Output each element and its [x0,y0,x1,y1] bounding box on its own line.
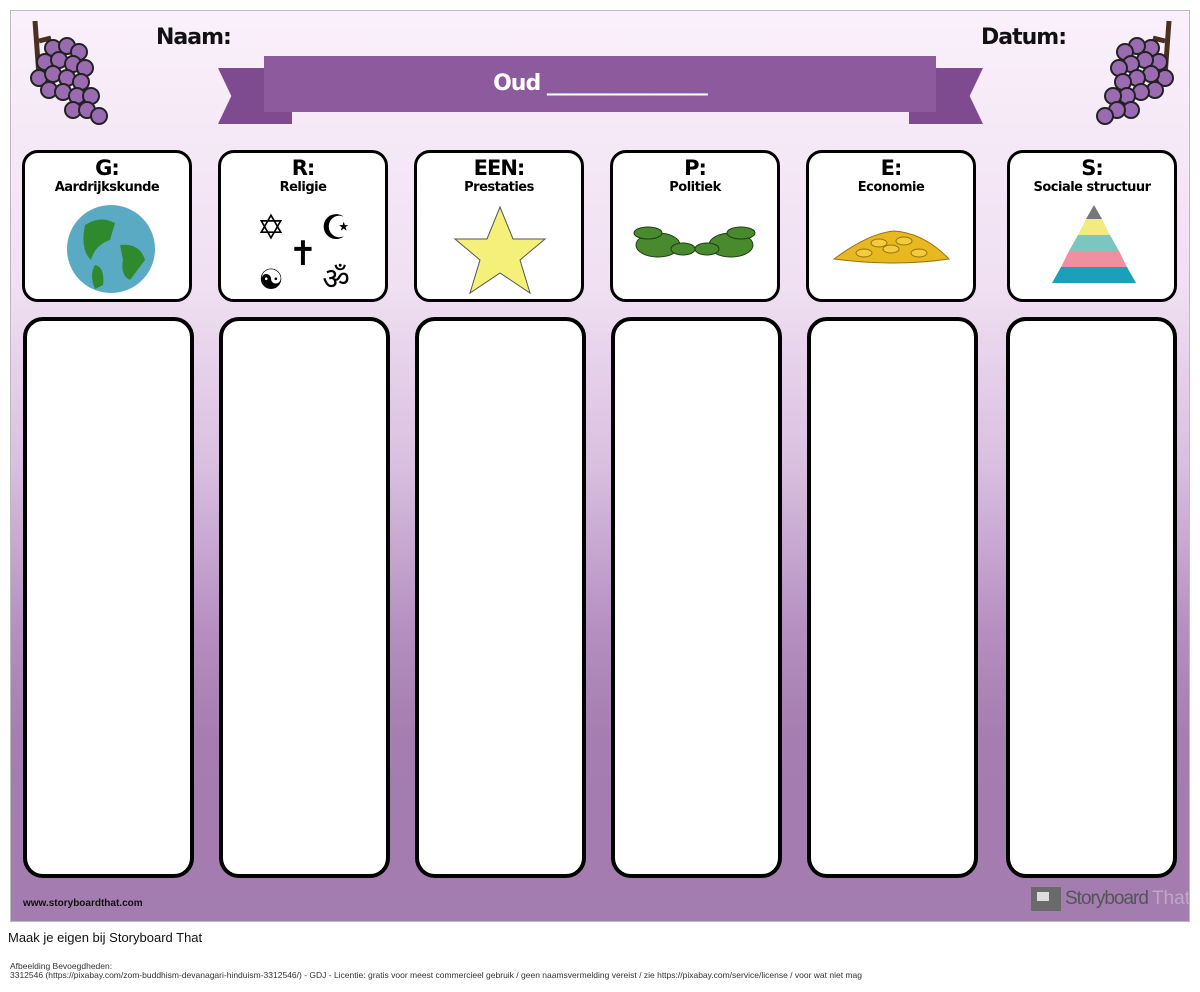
grapes-icon [1096,20,1174,125]
writing-box-economy[interactable] [807,317,978,878]
category-letter: S: [1081,156,1104,180]
name-label: Naam: [156,25,232,50]
category-geography: G: Aardrijkskunde [22,150,192,302]
attribution-text: 3312546 (https://pixabay.com/zom-buddhis… [10,970,862,980]
svg-text:ॐ: ॐ [322,262,349,297]
attribution-heading: Afbeelding Bevoegdheden: [10,961,113,971]
writing-box-politics[interactable] [611,317,782,878]
logo-text-that: That [1151,888,1190,909]
category-achievements: EEN: Prestaties [414,150,584,302]
category-religion: R: Religie ✡ ✝ ☪ ☯ ॐ [218,150,388,302]
category-title: Prestaties [464,180,534,195]
category-letter: G: [95,156,120,180]
gold-coins-icon [832,230,951,264]
category-politics: P: Politiek [610,150,780,302]
writing-box-religion[interactable] [219,317,390,878]
title-banner: Oud ________________ [264,56,936,112]
globe-icon [67,205,155,293]
svg-text:☯: ☯ [258,263,283,296]
category-letter: EEN: [473,156,526,180]
cta-link[interactable]: Maak je eigen bij Storyboard That [8,930,203,945]
pyramid-icon [1052,205,1136,283]
category-letter: R: [291,156,316,180]
storyboard-logo-icon [1031,887,1061,911]
storyboardthat-logo: Storyboard That [1031,887,1190,911]
svg-text:☪: ☪ [321,208,351,248]
star-icon [453,205,547,295]
grapes-icon [30,20,108,125]
writing-box-social-structure[interactable] [1006,317,1177,878]
footer-url: www.storyboardthat.com [23,898,143,909]
svg-text:✝: ✝ [289,234,318,274]
worksheet: Naam: Datum: Oud ________________ G: Aar… [10,10,1190,922]
laurel-wreath-icon [633,226,756,258]
category-title: Economie [857,180,925,195]
category-title: Politiek [669,180,721,195]
svg-text:✡: ✡ [257,208,286,248]
category-economy: E: Economie [806,150,976,302]
writing-box-achievements[interactable] [415,317,586,878]
writing-box-geography[interactable] [23,317,194,878]
logo-text: Storyboard [1065,888,1149,909]
date-label: Datum: [981,25,1067,50]
category-letter: E: [880,156,903,180]
category-social-structure: S: Sociale structuur [1007,150,1177,302]
category-letter: P: [684,156,707,180]
category-title: Sociale structuur [1033,180,1152,195]
category-title: Religie [279,180,327,195]
category-title: Aardrijkskunde [54,180,160,195]
religion-symbols-icon: ✡✝☪ ☯ ॐ [257,208,351,297]
